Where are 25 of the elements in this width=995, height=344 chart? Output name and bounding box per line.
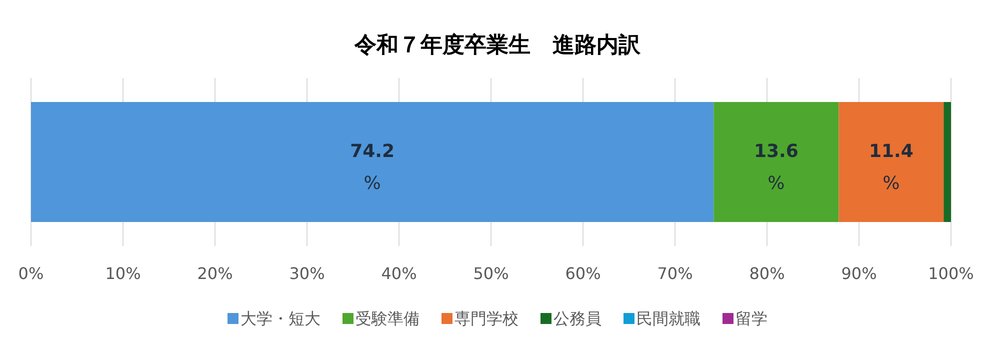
- x-tick-label: 10%: [105, 264, 141, 283]
- chart-title: 令和７年度卒業生 進路内訳: [354, 32, 642, 58]
- x-tick-label: 0%: [18, 264, 44, 283]
- data-label: 11.4 %: [868, 141, 914, 194]
- legend-label: 大学・短大: [240, 309, 320, 328]
- bar: [944, 102, 951, 222]
- bar: [714, 102, 839, 222]
- x-tick-label: 20%: [197, 264, 233, 283]
- x-tick-label: 80%: [749, 264, 785, 283]
- x-tick-label: 70%: [657, 264, 693, 283]
- data-label: 74.2 %: [350, 141, 395, 194]
- x-tick-label: 50%: [473, 264, 509, 283]
- x-tick-label: 30%: [289, 264, 325, 283]
- legend-label: 専門学校: [454, 309, 518, 328]
- x-tick-label: 60%: [565, 264, 601, 283]
- data-label: 13.6 %: [754, 141, 798, 194]
- bar: [31, 102, 714, 222]
- x-tick-label: 100%: [928, 264, 974, 283]
- bar: [838, 102, 944, 222]
- x-tick-label: 90%: [841, 264, 877, 283]
- legend-label: 公務員: [554, 309, 602, 328]
- x-tick-label: 40%: [381, 264, 417, 283]
- legend-label: 留学: [736, 309, 768, 328]
- legend-label: 民間就職: [636, 309, 700, 328]
- legend-label: 受験準備: [356, 309, 420, 328]
